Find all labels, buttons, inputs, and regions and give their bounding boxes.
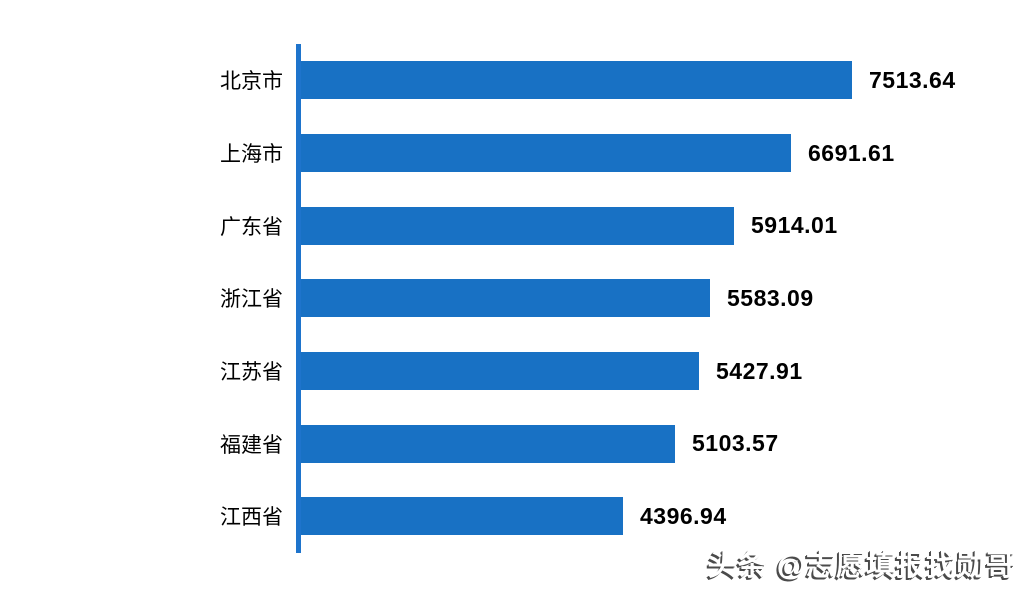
- value-label: 5914.01: [751, 212, 838, 239]
- category-label: 福建省: [220, 432, 283, 457]
- chart-row: 江西省 4396.94: [0, 480, 1032, 553]
- watermark-text: 头条 @志愿填报找勋哥: [707, 550, 1016, 582]
- bar-track: 5914.01: [301, 206, 1032, 245]
- chart-row: 北京市 7513.64: [0, 44, 1032, 117]
- bar: [301, 497, 623, 536]
- category-label: 江西省: [220, 505, 283, 530]
- value-label: 7513.64: [869, 66, 956, 93]
- bar-track: 5583.09: [301, 279, 1032, 318]
- bar-track: 4396.94: [301, 497, 1032, 536]
- bar-track: 6691.61: [301, 134, 1032, 173]
- bar-track: 5103.57: [301, 424, 1032, 463]
- category-label: 广东省: [220, 214, 283, 239]
- bar: [301, 424, 675, 463]
- bar-track: 7513.64: [301, 61, 1032, 100]
- chart-row: 浙江省 5583.09: [0, 262, 1032, 335]
- chart-row: 上海市 6691.61: [0, 117, 1032, 190]
- chart-rows: 北京市 7513.64 上海市 6691.61 广东省 5914.01 浙江省 …: [0, 44, 1032, 553]
- value-label: 5103.57: [692, 430, 779, 457]
- category-label: 江苏省: [220, 360, 283, 385]
- bar: [301, 134, 791, 173]
- bar-track: 5427.91: [301, 352, 1032, 391]
- category-label: 浙江省: [220, 287, 283, 312]
- chart-row: 江苏省 5427.91: [0, 335, 1032, 408]
- bar: [301, 206, 734, 245]
- value-label: 5427.91: [716, 357, 803, 384]
- value-label: 6691.61: [808, 139, 895, 166]
- chart-row: 广东省 5914.01: [0, 189, 1032, 262]
- y-axis-line: [296, 44, 301, 553]
- category-label: 上海市: [220, 142, 283, 167]
- category-label: 北京市: [220, 69, 283, 94]
- chart-row: 福建省 5103.57: [0, 407, 1032, 480]
- bar: [301, 279, 710, 318]
- bar: [301, 352, 699, 391]
- value-label: 4396.94: [640, 502, 727, 529]
- bar: [301, 61, 852, 100]
- value-label: 5583.09: [727, 284, 814, 311]
- bar-chart: 北京市 7513.64 上海市 6691.61 广东省 5914.01 浙江省 …: [0, 44, 1032, 553]
